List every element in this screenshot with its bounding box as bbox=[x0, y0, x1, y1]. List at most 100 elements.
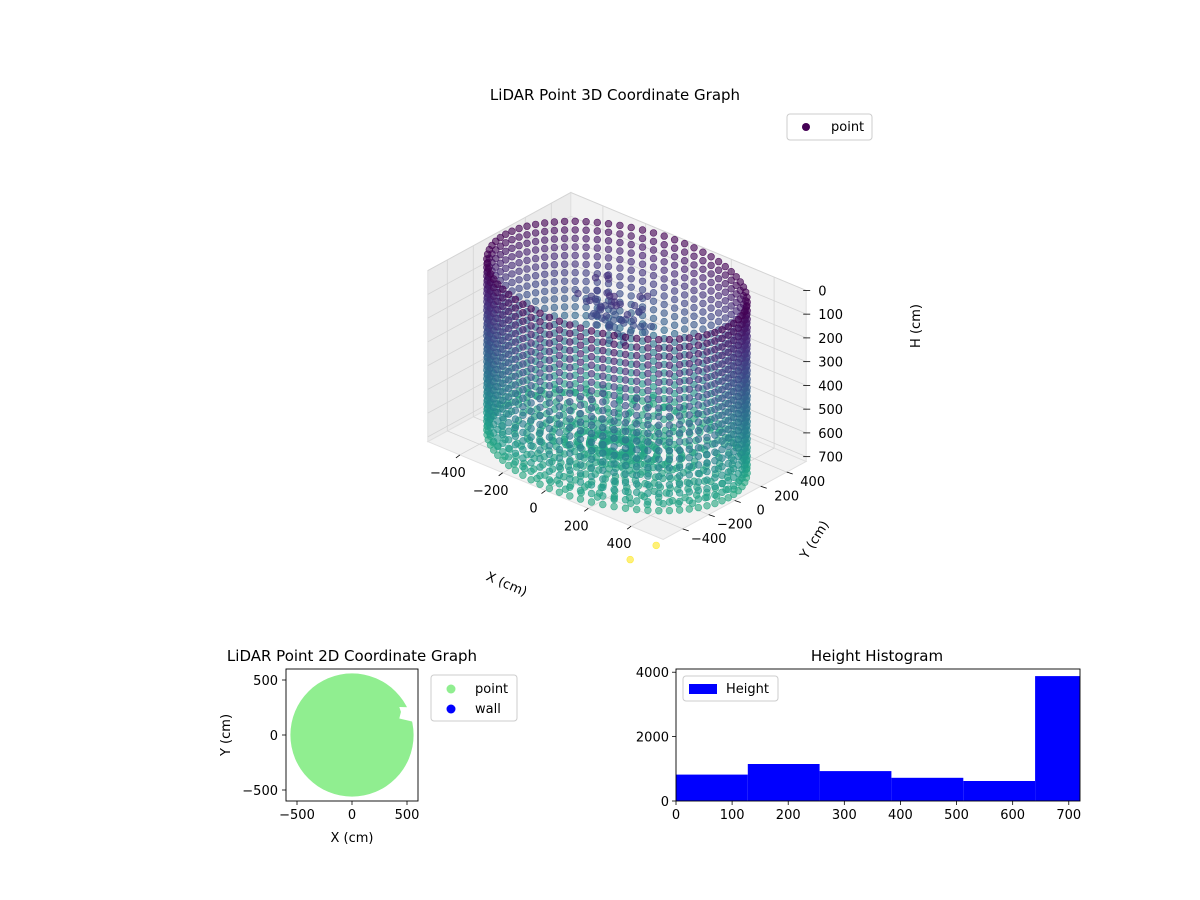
3d-data-point bbox=[661, 241, 668, 248]
3d-data-point bbox=[633, 378, 640, 385]
3d-data-point bbox=[630, 317, 637, 324]
3d-data-point bbox=[712, 440, 719, 447]
3d-data-point bbox=[617, 256, 624, 263]
3d-data-point bbox=[704, 408, 711, 415]
3d-data-point bbox=[494, 281, 501, 288]
3d-data-point bbox=[622, 411, 629, 418]
3d-data-point bbox=[671, 236, 678, 243]
3d-data-point bbox=[681, 292, 688, 299]
3d-data-point bbox=[676, 430, 683, 437]
3d-data-point bbox=[617, 222, 624, 229]
3d-data-point bbox=[599, 450, 606, 457]
3d-data-point bbox=[537, 481, 544, 488]
3d-data-point bbox=[617, 248, 624, 255]
legend-2d-wall-marker bbox=[447, 705, 456, 714]
3d-data-point bbox=[546, 485, 553, 492]
3d-data-point bbox=[622, 385, 629, 392]
3d-data-point bbox=[715, 310, 722, 317]
3d-data-point bbox=[655, 490, 662, 497]
3d-data-point bbox=[622, 462, 629, 469]
3d-data-point bbox=[676, 438, 683, 445]
3d-data-point bbox=[520, 395, 527, 402]
3d-data-point bbox=[645, 473, 652, 480]
3d-data-point bbox=[566, 475, 573, 482]
3d-data-point bbox=[700, 249, 707, 256]
3d-data-point bbox=[708, 271, 715, 278]
3d-data-point bbox=[577, 444, 584, 451]
3d-data-point bbox=[611, 452, 618, 459]
3d-data-point bbox=[708, 262, 715, 269]
3d-data-point bbox=[599, 501, 606, 508]
legend-2d-point-label: point bbox=[475, 682, 508, 697]
3d-data-point bbox=[650, 298, 657, 305]
3d-data-point bbox=[712, 466, 719, 473]
3d-data-point bbox=[712, 355, 719, 362]
3d-data-point bbox=[686, 335, 693, 342]
3d-data-point bbox=[704, 400, 711, 407]
3d-data-point bbox=[524, 274, 531, 281]
3d-data-point bbox=[577, 342, 584, 349]
3d-data-point bbox=[537, 447, 544, 454]
3d-data-point bbox=[605, 255, 612, 262]
3d-data-point bbox=[681, 317, 688, 324]
3d-data-point bbox=[708, 279, 715, 286]
3d-data-point bbox=[712, 423, 719, 430]
3d-data-point bbox=[546, 348, 553, 355]
3d-data-point bbox=[566, 364, 573, 371]
3d-data-point bbox=[546, 425, 553, 432]
3d-data-point bbox=[566, 373, 573, 380]
3d-data-point bbox=[671, 313, 678, 320]
3d-data-point bbox=[520, 301, 527, 308]
3d-data-point bbox=[655, 353, 662, 360]
3d-data-point bbox=[556, 395, 563, 402]
3d-data-point bbox=[681, 326, 688, 333]
3d-data-point bbox=[700, 266, 707, 273]
3d-data-point bbox=[671, 330, 678, 337]
3d-data-point bbox=[505, 385, 512, 392]
3d-data-point bbox=[566, 347, 573, 354]
3d-data-point bbox=[691, 296, 698, 303]
3d-data-point bbox=[681, 266, 688, 273]
3d-data-point bbox=[628, 233, 635, 240]
3d-data-point bbox=[628, 284, 635, 291]
h-tick-label: 600 bbox=[818, 427, 843, 442]
3d-data-point bbox=[676, 378, 683, 385]
3d-data-point bbox=[524, 266, 531, 273]
3d-data-point bbox=[700, 292, 707, 299]
3d-data-point bbox=[719, 412, 726, 419]
3d-data-point bbox=[645, 490, 652, 497]
3d-data-point bbox=[561, 269, 568, 276]
3d-data-point bbox=[556, 352, 563, 359]
3d-data-point bbox=[676, 404, 683, 411]
3d-data-point bbox=[588, 396, 595, 403]
y-tick-label: −200 bbox=[717, 518, 753, 533]
3d-data-point bbox=[593, 321, 600, 328]
3d-data-point bbox=[695, 342, 702, 349]
chart-3d-xlabel: X (cm) bbox=[484, 569, 529, 600]
chart-3d-legend: point bbox=[787, 114, 872, 140]
3d-data-point bbox=[583, 253, 590, 260]
3d-data-point bbox=[520, 309, 527, 316]
3d-data-point bbox=[606, 324, 613, 331]
3d-data-point bbox=[645, 413, 652, 420]
3d-data-point bbox=[655, 336, 662, 343]
3d-data-point bbox=[676, 387, 683, 394]
3d-data-point bbox=[551, 270, 558, 277]
3d-data-point bbox=[681, 257, 688, 264]
3d-data-point bbox=[577, 393, 584, 400]
3d-data-point bbox=[546, 408, 553, 415]
3d-data-point bbox=[695, 444, 702, 451]
3d-data-point bbox=[686, 480, 693, 487]
3d-data-point bbox=[551, 236, 558, 243]
3d-data-point bbox=[588, 490, 595, 497]
x-tick-label: 400 bbox=[607, 537, 632, 552]
3d-data-point bbox=[605, 220, 612, 227]
3d-data-point bbox=[712, 398, 719, 405]
3d-data-point bbox=[704, 374, 711, 381]
3d-data-point bbox=[628, 293, 635, 300]
3d-data-point bbox=[676, 498, 683, 505]
3d-data-point bbox=[666, 430, 673, 437]
3d-data-point bbox=[594, 228, 601, 235]
3d-data-point bbox=[566, 441, 573, 448]
3d-data-point bbox=[704, 357, 711, 364]
